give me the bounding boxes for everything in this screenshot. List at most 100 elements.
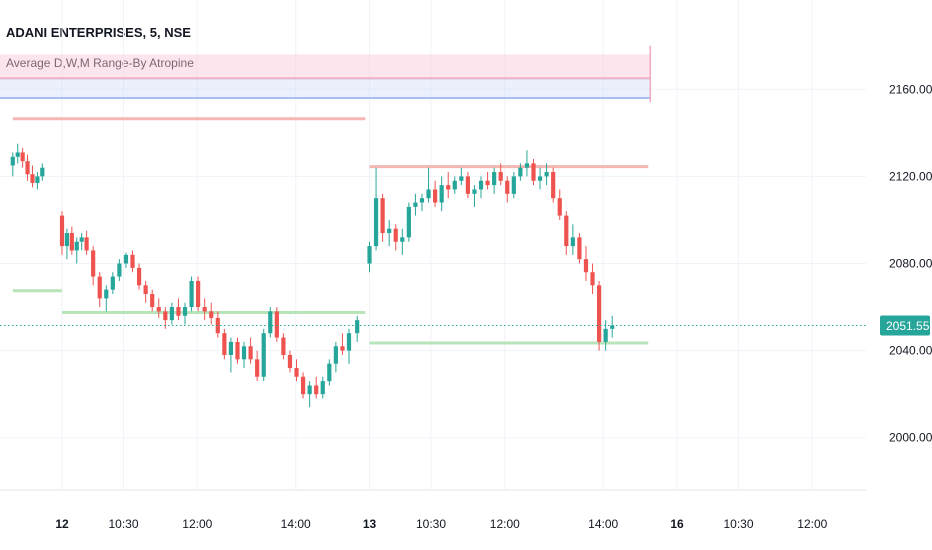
candle-body	[478, 180, 484, 190]
candle-12	[84, 230, 89, 255]
candle-90	[603, 320, 608, 351]
candle-10	[74, 237, 79, 264]
candle-body	[439, 185, 444, 203]
candle-65	[439, 176, 444, 212]
candle-body	[255, 359, 260, 377]
candles	[10, 143, 615, 408]
candle-57	[387, 219, 392, 247]
candle-body	[387, 228, 392, 234]
candle-body	[505, 180, 510, 194]
candle-17	[117, 259, 122, 281]
candle-body	[314, 385, 319, 395]
x-tick-label-8: 16	[670, 517, 684, 531]
candle-75	[505, 176, 510, 203]
candle-23	[156, 298, 161, 318]
candle-body	[518, 167, 523, 177]
candle-body	[176, 307, 181, 316]
candle-32	[215, 311, 220, 338]
candle-22	[150, 289, 155, 312]
x-tick-label-6: 12:00	[490, 517, 520, 531]
candle-72	[485, 172, 490, 190]
candle-50	[333, 341, 338, 373]
candle-body	[79, 237, 84, 242]
candle-body	[294, 368, 299, 377]
candle-79	[531, 158, 536, 186]
x-tick-label-3: 14:00	[281, 517, 311, 531]
y-tick-label-3: 2040.00	[889, 344, 932, 358]
candle-56	[380, 193, 385, 242]
candle-body	[64, 233, 70, 247]
candle-body	[228, 341, 234, 355]
candle-body	[380, 198, 385, 234]
candle-body	[610, 325, 615, 329]
candle-body	[544, 172, 549, 177]
candle-body	[40, 167, 45, 177]
candle-40	[268, 307, 273, 338]
candle-body	[327, 363, 332, 382]
candle-body	[485, 180, 490, 186]
candle-47	[314, 376, 319, 399]
candle-86	[577, 233, 582, 264]
candle-body	[91, 250, 96, 277]
x-tick-label-5: 10:30	[416, 517, 446, 531]
candle-body	[426, 189, 431, 199]
candle-body	[340, 346, 345, 351]
candle-49	[327, 359, 332, 386]
candle-13	[91, 246, 96, 286]
candle-59	[400, 228, 405, 255]
candle-33	[222, 328, 227, 360]
candle-78	[524, 150, 530, 177]
candle-46	[307, 381, 312, 408]
candle-55	[373, 167, 379, 251]
candle-45	[300, 372, 306, 399]
x-tick-label-7: 14:00	[588, 517, 618, 531]
candle-71	[478, 176, 484, 199]
candle-body	[564, 215, 569, 247]
candle-26	[176, 298, 181, 321]
candle-body	[551, 172, 556, 199]
candle-76	[511, 172, 516, 199]
candle-2	[20, 148, 25, 168]
candle-body	[300, 376, 306, 395]
y-tick-label-1: 2120.00	[889, 169, 932, 183]
candle-14	[97, 272, 102, 308]
x-tick-label-4: 13	[363, 517, 377, 531]
candle-88	[590, 263, 595, 294]
candle-87	[583, 246, 589, 281]
y-tick-label-4: 2000.00	[889, 431, 932, 445]
candle-58	[393, 224, 398, 251]
candle-83	[557, 189, 562, 220]
candle-body	[287, 354, 293, 369]
candle-35	[235, 337, 240, 364]
candle-body	[346, 333, 352, 351]
candle-30	[202, 298, 207, 321]
candle-1	[15, 143, 20, 164]
candle-body	[150, 294, 155, 308]
candle-44	[294, 359, 299, 382]
candle-body	[110, 276, 115, 290]
candle-body	[557, 198, 562, 216]
time-axis: 12 10:30 12:00 14:00 13 10:30 12:00 14:00 16 10:3…	[55, 517, 827, 531]
candle-60	[406, 202, 411, 242]
candle-18	[123, 252, 129, 268]
candle-67	[452, 176, 457, 194]
candle-body	[333, 346, 338, 364]
candle-body	[524, 163, 530, 168]
candle-27	[182, 302, 188, 325]
candle-64	[433, 180, 438, 207]
candle-51	[340, 333, 345, 355]
candle-19	[130, 250, 135, 273]
candle-body	[472, 189, 477, 194]
candle-body	[20, 152, 25, 162]
candle-body	[261, 333, 266, 377]
candle-body	[248, 346, 253, 360]
candle-body	[209, 311, 214, 318]
candle-70	[472, 185, 477, 207]
candle-body	[25, 161, 30, 175]
candle-37	[248, 337, 253, 364]
candle-body	[393, 228, 398, 242]
candle-31	[209, 302, 214, 325]
candle-6	[40, 163, 45, 181]
candle-68	[459, 167, 464, 186]
